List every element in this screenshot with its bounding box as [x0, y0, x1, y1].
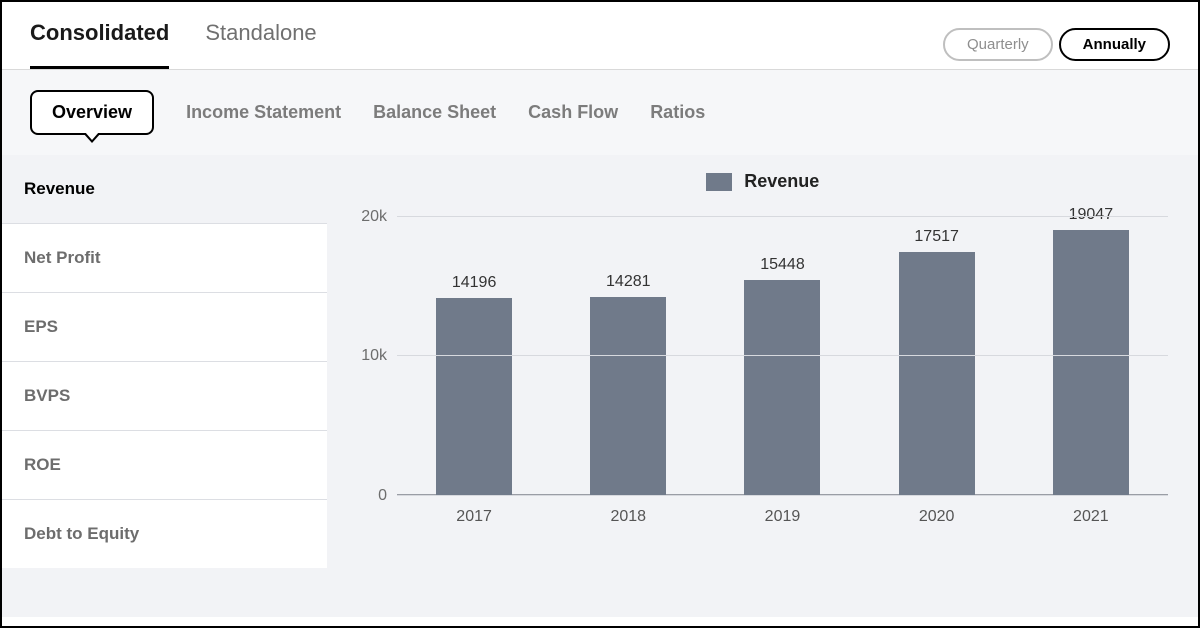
period-annually[interactable]: Annually [1059, 28, 1170, 61]
xtick-label: 2019 [734, 508, 830, 526]
main-area: Revenue Net Profit EPS BVPS ROE Debt to … [2, 155, 1198, 617]
metric-eps[interactable]: EPS [2, 293, 327, 362]
gridline [397, 355, 1168, 356]
subnav-overview[interactable]: Overview [30, 90, 154, 135]
statement-nav: Overview Income Statement Balance Sheet … [2, 70, 1198, 155]
tab-consolidated[interactable]: Consolidated [30, 20, 169, 69]
app-frame: Consolidated Standalone Quarterly Annual… [0, 0, 1200, 628]
gridline [397, 216, 1168, 217]
xtick-label: 2017 [426, 508, 522, 526]
bar-value-label: 15448 [760, 256, 805, 274]
xtick-label: 2018 [580, 508, 676, 526]
chart-plot: 1419614281154481751719047 010k20k [397, 196, 1168, 496]
metric-debt-to-equity[interactable]: Debt to Equity [2, 500, 327, 568]
bar-slot: 14281 [580, 196, 676, 496]
bar-slot: 14196 [426, 196, 522, 496]
ytick-label: 0 [378, 487, 387, 505]
metric-bvps[interactable]: BVPS [2, 362, 327, 431]
chart-xaxis: 2017 2018 2019 2020 2021 [397, 496, 1168, 526]
tab-standalone[interactable]: Standalone [205, 20, 316, 69]
bar-slot: 19047 [1043, 196, 1139, 496]
subnav-balance-sheet[interactable]: Balance Sheet [373, 92, 496, 133]
bar [744, 280, 820, 496]
subnav-ratios[interactable]: Ratios [650, 92, 705, 133]
bar [1053, 230, 1129, 496]
bar [436, 298, 512, 496]
ytick-label: 20k [361, 208, 387, 226]
bar-value-label: 17517 [914, 228, 959, 246]
period-quarterly[interactable]: Quarterly [943, 28, 1053, 61]
gridline [397, 495, 1168, 496]
view-tabs: Consolidated Standalone [30, 20, 317, 69]
bar-value-label: 14281 [606, 273, 651, 291]
bar-slot: 17517 [889, 196, 985, 496]
metric-revenue[interactable]: Revenue [2, 155, 327, 224]
bar-slot: 15448 [734, 196, 830, 496]
legend-swatch [706, 173, 732, 191]
chart-legend: Revenue [347, 165, 1178, 196]
metric-roe[interactable]: ROE [2, 431, 327, 500]
bar [899, 252, 975, 496]
subnav-cash-flow[interactable]: Cash Flow [528, 92, 618, 133]
chart-bars: 14196 14281 15448 17517 19047 [397, 196, 1168, 496]
subnav-income-statement[interactable]: Income Statement [186, 92, 341, 133]
xtick-label: 2021 [1043, 508, 1139, 526]
bar [590, 297, 666, 496]
metric-list: Revenue Net Profit EPS BVPS ROE Debt to … [2, 155, 327, 617]
ytick-label: 10k [361, 347, 387, 365]
metric-net-profit[interactable]: Net Profit [2, 224, 327, 293]
legend-label: Revenue [744, 171, 819, 191]
period-toggle: Quarterly Annually [943, 28, 1170, 61]
bar-value-label: 14196 [452, 274, 497, 292]
top-row: Consolidated Standalone Quarterly Annual… [2, 2, 1198, 69]
xtick-label: 2020 [889, 508, 985, 526]
chart-container: Revenue 14196 14281 15448 17517 19047 0 10k 20… [327, 155, 1198, 617]
